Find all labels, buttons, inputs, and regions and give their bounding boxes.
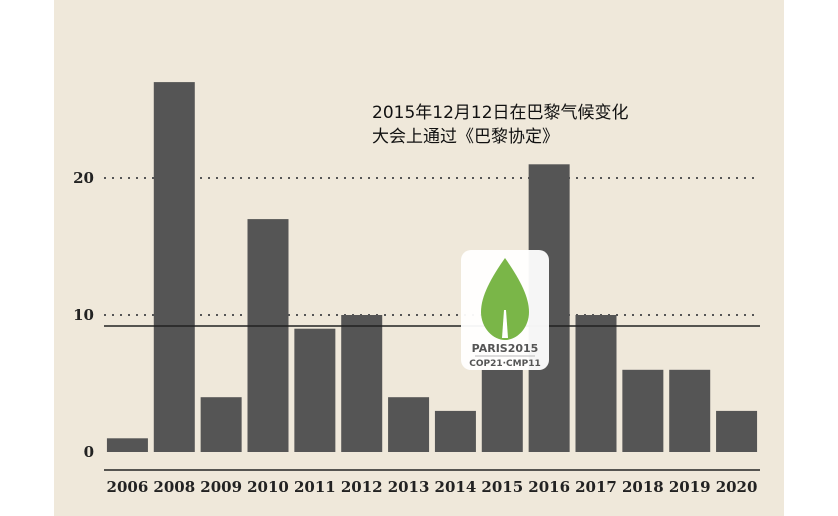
chart-panel: 2006 2008 2009 2010 2011 2012 2013 2014 2015 2016… [54,0,784,516]
bar-2019 [669,369,711,452]
bar-2010 [247,219,289,452]
bar-2020 [716,410,758,452]
x-tick-label-2017: 2017 [575,478,617,496]
bars-layer [106,82,758,453]
x-tick-label-2015: 2015 [481,478,523,496]
x-tick-label-2018: 2018 [622,478,664,496]
bar-2009 [200,397,242,452]
bar-2017 [575,315,617,452]
bar-2014 [434,410,476,452]
bar-chart: 2006 2008 2009 2010 2011 2012 2013 2014 2015 2016… [73,82,760,496]
bar-2013 [388,397,430,452]
x-tick-label-2006: 2006 [107,478,149,496]
x-tick-label-2011: 2011 [294,478,336,496]
x-tick-label-2019: 2019 [669,478,711,496]
bar-2011 [294,328,336,452]
y-tick-label-20: 20 [73,169,94,187]
logo-text-paris2015: PARIS2015 [472,342,539,355]
y-tick-labels: 0 10 20 [73,169,94,461]
annotation-line-1: 2015年12月12日在巴黎气候变化 [372,103,629,123]
grid-layer [104,177,760,316]
bar-2008 [153,82,195,452]
paris-2015-cop21-logo: PARIS2015 COP21·CMP11 [461,250,549,370]
x-tick-label-2014: 2014 [435,478,477,496]
y-tick-label-0: 0 [84,443,94,461]
leaf-icon [481,258,529,340]
x-tick-label-2016: 2016 [528,478,570,496]
y-tick-label-10: 10 [73,306,94,324]
annotation-line-2: 大会上通过《巴黎协定》 [372,127,559,147]
x-tick-label-2012: 2012 [341,478,383,496]
x-tick-labels: 2006 2008 2009 2010 2011 2012 2013 2014 2015 2016… [107,478,758,496]
logo-text-cop21: COP21·CMP11 [469,359,540,369]
bar-2006 [106,438,148,452]
x-tick-label-2009: 2009 [200,478,242,496]
bar-2015 [481,369,523,452]
bar-2012 [341,315,383,452]
x-tick-label-2020: 2020 [716,478,758,496]
bar-2018 [622,369,664,452]
x-tick-label-2013: 2013 [388,478,430,496]
x-tick-label-2008: 2008 [153,478,195,496]
x-tick-label-2010: 2010 [247,478,289,496]
